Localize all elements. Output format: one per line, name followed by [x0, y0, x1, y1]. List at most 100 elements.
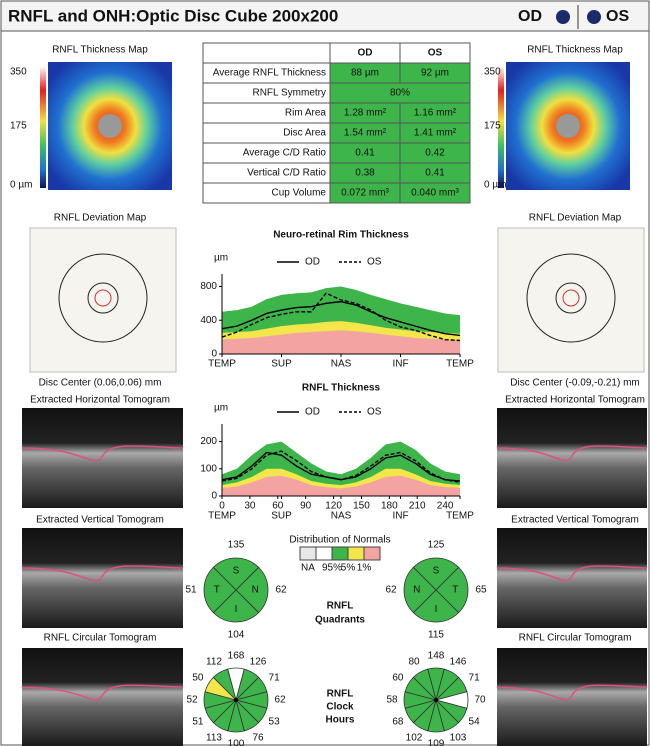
tomogram-title: Extracted Horizontal Tomogram — [505, 395, 645, 406]
quadrant-letter: N — [252, 585, 259, 596]
clock-value: 54 — [469, 717, 481, 728]
quadrant-letter: N — [413, 585, 420, 596]
quadrant-letter: S — [433, 565, 440, 576]
section-label: Hours — [326, 715, 355, 726]
table-row-label: RNFL Symmetry — [252, 88, 326, 99]
x-tick-label: 150 — [353, 501, 370, 512]
od-dot — [556, 10, 570, 24]
od-label: OD — [518, 8, 542, 25]
table-value: 92 µm — [421, 68, 449, 79]
table-value: 0.42 — [425, 148, 445, 159]
table-value: 1.28 mm² — [344, 108, 387, 119]
x-tick-label: 30 — [244, 501, 256, 512]
legend-title: Distribution of Normals — [289, 535, 390, 546]
disc-center: Disc Center (0.06,0.06) mm — [39, 378, 162, 389]
unit-label: µm — [214, 253, 228, 264]
tomogram — [497, 408, 647, 508]
quadrant-value: 104 — [228, 630, 245, 641]
quadrant-letter: T — [214, 585, 220, 596]
tomogram — [22, 408, 183, 508]
clock-value: 58 — [386, 695, 398, 706]
legend-box — [300, 547, 316, 560]
x-tick-label: TEMP — [208, 359, 236, 370]
legend-label: OD — [305, 257, 320, 268]
legend-box — [364, 547, 380, 560]
quadrant-value: 115 — [428, 630, 444, 641]
clock-center — [434, 698, 438, 702]
clock-value: 100 — [228, 739, 245, 746]
x-tick-label: NAS — [331, 359, 352, 370]
tomogram — [497, 528, 647, 628]
section-label: RNFL — [327, 689, 354, 700]
clock-value: 71 — [269, 673, 281, 684]
clock-value: 76 — [252, 733, 264, 744]
y-tick-label: 100 — [200, 463, 217, 474]
clock-value: 126 — [250, 657, 267, 668]
tomogram — [22, 528, 183, 628]
tomogram-title: RNFL Circular Tomogram — [519, 633, 632, 644]
legend-label: OS — [367, 407, 382, 418]
quadrant-value: 65 — [475, 585, 487, 596]
x-tick-label: SUP — [271, 511, 292, 522]
table-value: 88 µm — [351, 68, 379, 79]
clock-value: 62 — [274, 695, 286, 706]
legend-box — [316, 547, 332, 560]
clock-value: 103 — [450, 733, 467, 744]
report: RNFL and ONH:Optic Disc Cube 200x200 OD … — [0, 0, 650, 746]
clock-value: 51 — [192, 717, 204, 728]
clock-center — [234, 698, 238, 702]
clock-value: 71 — [469, 673, 481, 684]
quadrant-letter: T — [452, 585, 458, 596]
tomogram — [22, 648, 183, 746]
clock-value: 50 — [192, 673, 204, 684]
legend-label: OS — [367, 257, 382, 268]
x-tick-label: TEMP — [208, 511, 236, 522]
tomogram-title: Extracted Vertical Tomogram — [511, 515, 639, 526]
scale-label: 175 — [10, 121, 27, 132]
x-tick-label: 210 — [409, 501, 426, 512]
x-tick-label: TEMP — [446, 359, 474, 370]
table-value: 0.38 — [355, 168, 375, 179]
map-title: RNFL Thickness Map — [52, 45, 148, 56]
table-value: 80% — [390, 88, 410, 99]
x-tick-label: INF — [392, 359, 408, 370]
clock-value: 109 — [428, 739, 445, 746]
scale-label: 350 — [10, 67, 27, 78]
page: RNFL and ONH:Optic Disc Cube 200x200 OD … — [0, 0, 650, 746]
os-dot — [587, 10, 601, 24]
quadrant-value: 62 — [275, 585, 287, 596]
chart-title: RNFL Thickness — [302, 383, 381, 394]
deviation-map — [30, 228, 176, 372]
table-row-label: Average C/D Ratio — [243, 148, 327, 159]
legend-label: 1% — [357, 563, 372, 574]
table-value: 1.54 mm² — [344, 128, 387, 139]
tomogram — [497, 648, 647, 746]
table-row-label: Disc Area — [283, 128, 326, 139]
report-title: RNFL and ONH:Optic Disc Cube 200x200 — [8, 6, 338, 25]
y-tick-label: 800 — [200, 281, 217, 292]
quadrant-value: 135 — [228, 540, 245, 551]
clock-value: 52 — [186, 695, 198, 706]
legend-label: NA — [301, 563, 315, 574]
x-tick-label: 90 — [300, 501, 312, 512]
quadrant-letter: S — [233, 565, 240, 576]
tomogram-title: RNFL Circular Tomogram — [44, 633, 157, 644]
optic-disc — [98, 114, 122, 138]
clock-value: 80 — [408, 657, 420, 668]
table-value: 0.040 mm³ — [411, 188, 459, 199]
section-label: Clock — [326, 702, 354, 713]
x-tick-label: NAS — [331, 511, 352, 522]
scale-label: 350 — [484, 67, 501, 78]
table-value: 0.072 mm³ — [341, 188, 389, 199]
x-tick-label: INF — [392, 511, 408, 522]
disc-center: Disc Center (-0.09,-0.21) mm — [510, 378, 639, 389]
tomogram-title: Extracted Horizontal Tomogram — [30, 395, 170, 406]
os-label: OS — [606, 8, 629, 25]
chart-title: Neuro-retinal Rim Thickness — [273, 230, 409, 241]
clock-value: 53 — [269, 717, 281, 728]
table-value: 0.41 — [425, 168, 445, 179]
scale-label: 0 µm — [484, 180, 506, 191]
map-title: RNFL Deviation Map — [54, 213, 147, 224]
table-row-label: Cup Volume — [272, 188, 327, 199]
unit-label: µm — [214, 403, 228, 414]
